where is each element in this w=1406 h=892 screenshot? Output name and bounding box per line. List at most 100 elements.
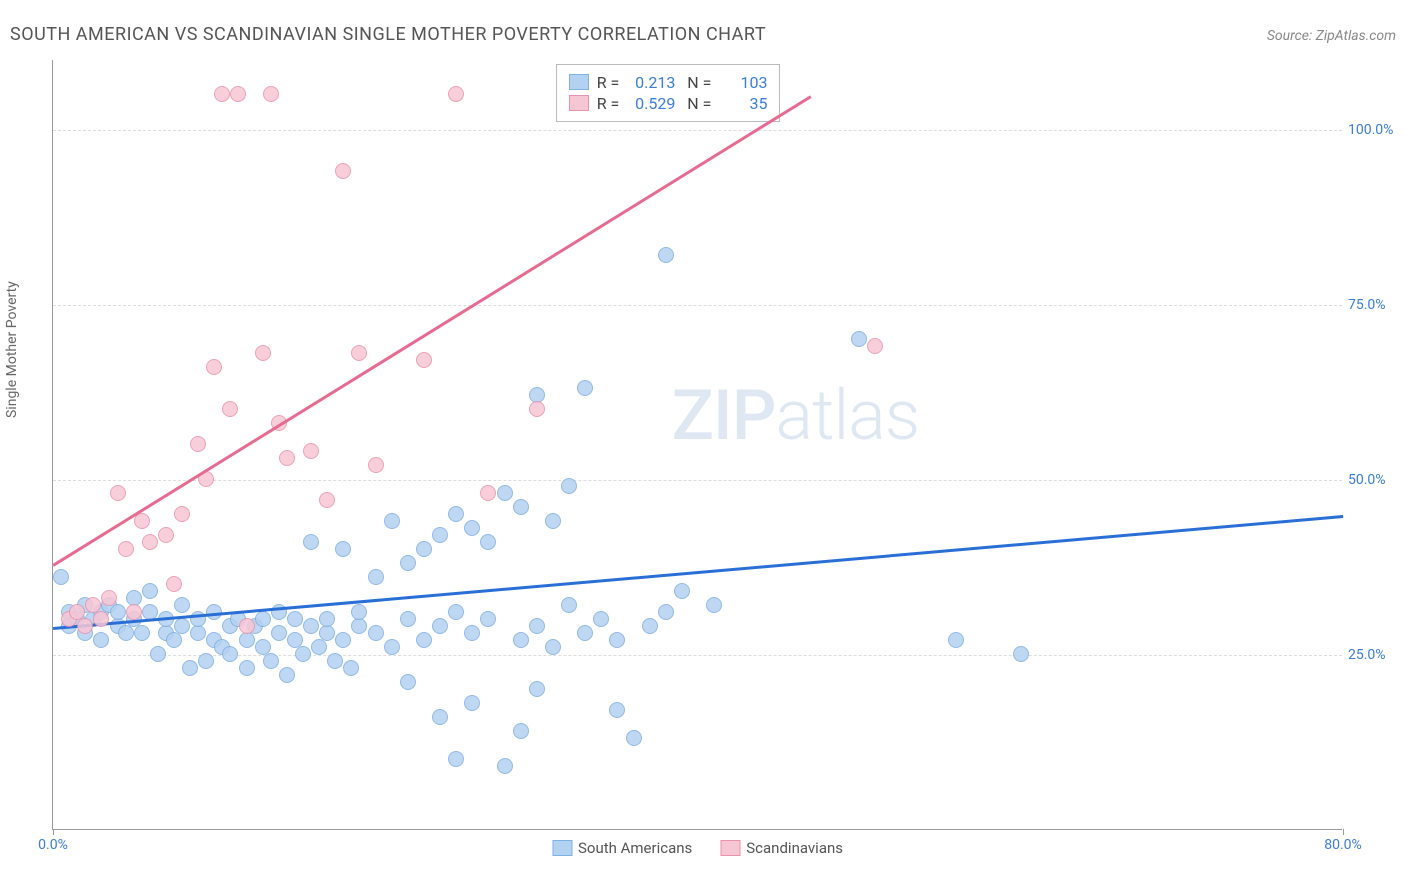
data-point xyxy=(480,534,496,550)
data-point xyxy=(416,541,432,557)
data-point xyxy=(545,513,561,529)
data-point xyxy=(609,632,625,648)
data-point xyxy=(214,86,230,102)
data-point xyxy=(529,401,545,417)
data-point xyxy=(513,632,529,648)
data-point xyxy=(222,401,238,417)
data-point xyxy=(480,485,496,501)
data-point xyxy=(101,590,117,606)
data-point xyxy=(432,527,448,543)
data-point xyxy=(279,450,295,466)
stats-legend-box: R =0.213 N =103R =0.529 N =35 xyxy=(556,64,781,122)
stat-n-label: N = xyxy=(683,73,711,92)
data-point xyxy=(706,597,722,613)
data-point xyxy=(335,541,351,557)
data-point xyxy=(368,569,384,585)
chart-title: SOUTH AMERICAN VS SCANDINAVIAN SINGLE MO… xyxy=(10,24,766,45)
data-point xyxy=(658,604,674,620)
series-swatch xyxy=(569,74,589,90)
data-point xyxy=(174,597,190,613)
data-point xyxy=(368,625,384,641)
data-point xyxy=(198,653,214,669)
y-tick-label: 100.0% xyxy=(1348,122,1404,138)
data-point xyxy=(134,625,150,641)
data-point xyxy=(126,604,142,620)
series-swatch xyxy=(569,95,589,111)
legend-item: South Americans xyxy=(552,839,692,857)
data-point xyxy=(448,86,464,102)
data-point xyxy=(239,660,255,676)
data-point xyxy=(416,352,432,368)
data-point xyxy=(239,618,255,634)
legend-label: Scandinavians xyxy=(746,839,843,857)
data-point xyxy=(658,247,674,263)
data-point xyxy=(384,513,400,529)
data-point xyxy=(626,730,642,746)
data-point xyxy=(464,695,480,711)
series-legend: South Americans Scandinavians xyxy=(552,839,843,857)
data-point xyxy=(416,632,432,648)
data-point xyxy=(271,625,287,641)
data-point xyxy=(529,618,545,634)
data-point xyxy=(464,625,480,641)
gridline xyxy=(53,480,1342,481)
data-point xyxy=(182,660,198,676)
data-point xyxy=(497,485,513,501)
data-point xyxy=(166,576,182,592)
data-point xyxy=(53,569,69,585)
stat-r-label: R = xyxy=(597,94,620,113)
data-point xyxy=(642,618,658,634)
data-point xyxy=(174,618,190,634)
data-point xyxy=(311,639,327,655)
y-tick-label: 25.0% xyxy=(1348,647,1404,663)
legend-swatch xyxy=(552,840,572,856)
gridline xyxy=(53,305,1342,306)
data-point xyxy=(319,492,335,508)
data-point xyxy=(255,611,271,627)
stat-n-label: N = xyxy=(683,94,711,113)
data-point xyxy=(303,443,319,459)
data-point xyxy=(118,541,134,557)
data-point xyxy=(335,163,351,179)
data-point xyxy=(158,527,174,543)
data-point xyxy=(561,478,577,494)
data-point xyxy=(303,534,319,550)
legend-item: Scandinavians xyxy=(720,839,843,857)
watermark-light: atlas xyxy=(775,375,919,457)
data-point xyxy=(674,583,690,599)
data-point xyxy=(351,618,367,634)
data-point xyxy=(948,632,964,648)
data-point xyxy=(400,555,416,571)
data-point xyxy=(110,604,126,620)
data-point xyxy=(351,345,367,361)
data-point xyxy=(480,611,496,627)
x-tick-mark xyxy=(53,829,54,835)
legend-label: South Americans xyxy=(578,839,692,857)
stat-n-value: 35 xyxy=(719,94,767,113)
x-tick-mark xyxy=(1343,829,1344,835)
data-point xyxy=(593,611,609,627)
data-point xyxy=(319,625,335,641)
y-tick-label: 50.0% xyxy=(1348,472,1404,488)
chart-source: Source: ZipAtlas.com xyxy=(1267,28,1396,44)
data-point xyxy=(577,625,593,641)
data-point xyxy=(190,436,206,452)
trend-line xyxy=(52,95,811,566)
data-point xyxy=(110,485,126,501)
data-point xyxy=(222,646,238,662)
data-point xyxy=(432,709,448,725)
data-point xyxy=(400,674,416,690)
data-point xyxy=(174,506,190,522)
x-tick-label: 80.0% xyxy=(1324,837,1362,853)
data-point xyxy=(319,611,335,627)
data-point xyxy=(368,457,384,473)
plot-area: ZIPatlas R =0.213 N =103R =0.529 N =35 S… xyxy=(52,60,1342,830)
watermark: ZIPatlas xyxy=(672,375,920,457)
data-point xyxy=(93,632,109,648)
stat-r-label: R = xyxy=(597,73,620,92)
data-point xyxy=(263,653,279,669)
stat-n-value: 103 xyxy=(719,73,767,92)
stats-row: R =0.213 N =103 xyxy=(569,73,768,92)
data-point xyxy=(142,534,158,550)
data-point xyxy=(327,653,343,669)
